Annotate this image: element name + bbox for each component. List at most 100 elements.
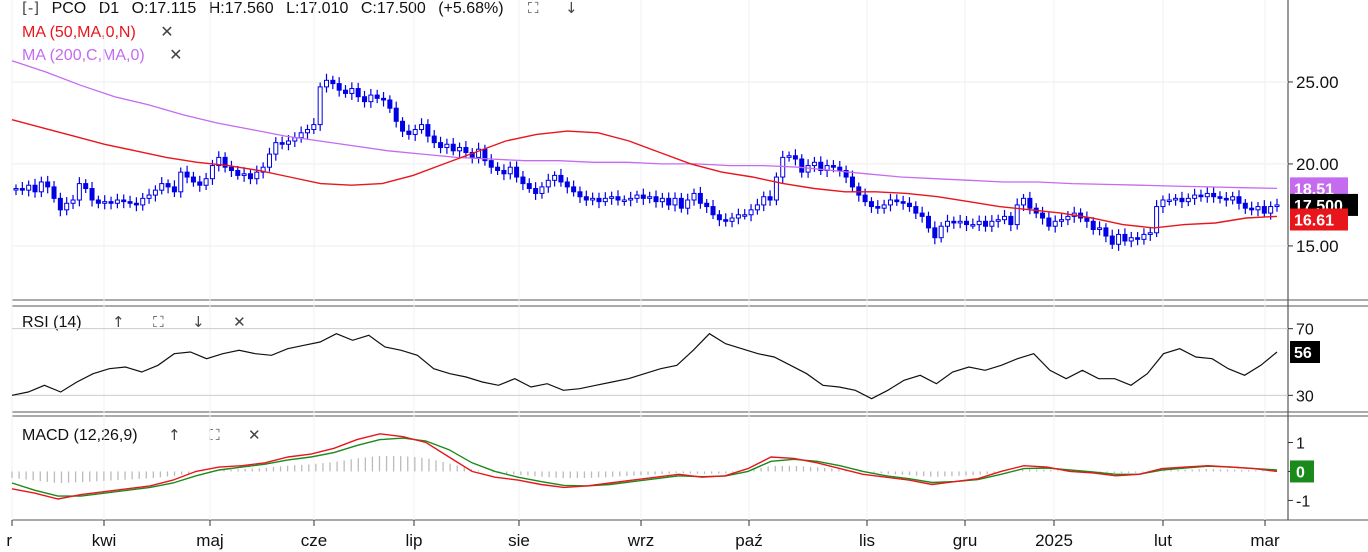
- close-icon[interactable]: ✕: [233, 313, 246, 331]
- close-icon[interactable]: ✕: [248, 426, 261, 444]
- candle-body: [900, 201, 906, 204]
- candle-body: [51, 186, 57, 199]
- candle-body: [1173, 197, 1179, 201]
- candle-body: [209, 165, 215, 180]
- candle-body: [1255, 206, 1261, 211]
- arrow-up-icon[interactable]: ↑: [168, 426, 181, 444]
- candle-body: [311, 124, 317, 131]
- candle-body: [400, 120, 406, 132]
- candle-body: [672, 197, 678, 206]
- open-value: O:17.115: [131, 0, 197, 17]
- candle-body: [476, 148, 482, 158]
- candle-body: [742, 214, 748, 217]
- candle-body: [304, 129, 310, 134]
- candle-body: [780, 156, 786, 178]
- macd-tick-label: 1: [1296, 435, 1305, 452]
- expand-corners-icon[interactable]: ⛶: [209, 426, 220, 444]
- candle-body: [349, 88, 355, 94]
- close-icon[interactable]: ✕: [169, 45, 183, 64]
- x-tick-label: mar: [1250, 531, 1280, 550]
- candle-body: [184, 171, 190, 178]
- candle-body: [260, 166, 266, 173]
- candle-body: [754, 204, 760, 211]
- bracket-minus-icon[interactable]: [-]: [22, 0, 40, 17]
- candle-body: [190, 176, 196, 183]
- candle-body: [596, 197, 602, 203]
- close-icon[interactable]: ✕: [160, 22, 174, 41]
- candle-body: [957, 220, 963, 224]
- candle-body: [222, 156, 228, 168]
- rsi-tick-label: 70: [1296, 322, 1314, 339]
- ma200-value-tag-bg: [1290, 177, 1348, 200]
- expand-corners-icon[interactable]: ⛶: [153, 313, 164, 331]
- candle-body: [678, 197, 684, 209]
- candle-body: [1179, 197, 1185, 203]
- candle-body: [520, 176, 526, 185]
- candle-body: [925, 215, 931, 229]
- macd-tick-label: -1: [1296, 493, 1310, 510]
- candle-body: [773, 176, 779, 201]
- y-tick-label: 20.00: [1296, 155, 1339, 174]
- candle-body: [1223, 197, 1229, 201]
- macd-value-tag: 0: [1296, 464, 1305, 481]
- candle-body: [1261, 206, 1267, 214]
- macd-label: MACD (12,26,9): [22, 427, 138, 444]
- price-header: [-] PCO D1 O:17.115 H:17.560 L:17.010 C:…: [22, 0, 586, 18]
- candle-body: [602, 197, 608, 203]
- y-tick-label: 15.00: [1296, 237, 1339, 256]
- candle-body: [919, 212, 925, 217]
- candle-body: [983, 220, 989, 227]
- x-tick-label: 2025: [1035, 531, 1073, 550]
- candle-body: [152, 189, 158, 196]
- y-tick-label: 25.00: [1296, 73, 1339, 92]
- candle-body: [723, 219, 729, 222]
- candle-body: [881, 204, 887, 209]
- arrow-down-icon[interactable]: ↓: [565, 0, 578, 17]
- candle-body: [19, 188, 25, 191]
- low-value: L:17.010: [286, 0, 349, 17]
- candle-body: [735, 214, 741, 219]
- candle-body: [102, 201, 108, 204]
- candle-body: [640, 194, 646, 199]
- candle-body: [558, 174, 564, 183]
- candle-body: [1021, 197, 1027, 206]
- candle-body: [564, 181, 570, 188]
- candle-body: [76, 183, 82, 201]
- candle-body: [951, 220, 957, 224]
- candle-body: [32, 184, 38, 193]
- arrow-down-icon[interactable]: ↓: [192, 313, 205, 331]
- candle-body: [488, 160, 494, 168]
- candle-body: [932, 227, 938, 239]
- candle-body: [843, 169, 849, 178]
- candle-body: [710, 206, 716, 216]
- x-tick-label: kwi: [92, 531, 117, 550]
- candle-body: [1230, 196, 1236, 201]
- candle-body: [1065, 215, 1071, 221]
- candle-body: [799, 158, 805, 173]
- candle-body: [343, 89, 349, 94]
- candle-body: [691, 192, 697, 201]
- macd-signal-line: [11, 437, 1278, 497]
- candle-body: [944, 220, 950, 227]
- candle-body: [1217, 196, 1223, 199]
- rsi-line: [11, 332, 1278, 400]
- candle-body: [1002, 215, 1008, 221]
- candle-body: [761, 196, 767, 206]
- candle-body: [197, 181, 203, 186]
- candle-body: [830, 165, 836, 168]
- candle-body: [970, 224, 976, 227]
- macd-legend: MACD (12,26,9) ↑ ⛶ ✕: [22, 426, 269, 445]
- candle-body: [615, 196, 621, 201]
- arrow-up-icon[interactable]: ↑: [112, 313, 125, 331]
- candle-body: [387, 99, 393, 109]
- symbol-label: PCO: [51, 0, 87, 17]
- candle-body: [938, 225, 944, 239]
- candle-body: [140, 197, 146, 206]
- candle-body: [247, 173, 253, 180]
- candle-body: [70, 199, 76, 204]
- candle-body: [875, 206, 881, 209]
- candle-body: [906, 202, 912, 208]
- expand-corners-icon[interactable]: ⛶: [528, 0, 539, 17]
- candle-body: [216, 156, 222, 167]
